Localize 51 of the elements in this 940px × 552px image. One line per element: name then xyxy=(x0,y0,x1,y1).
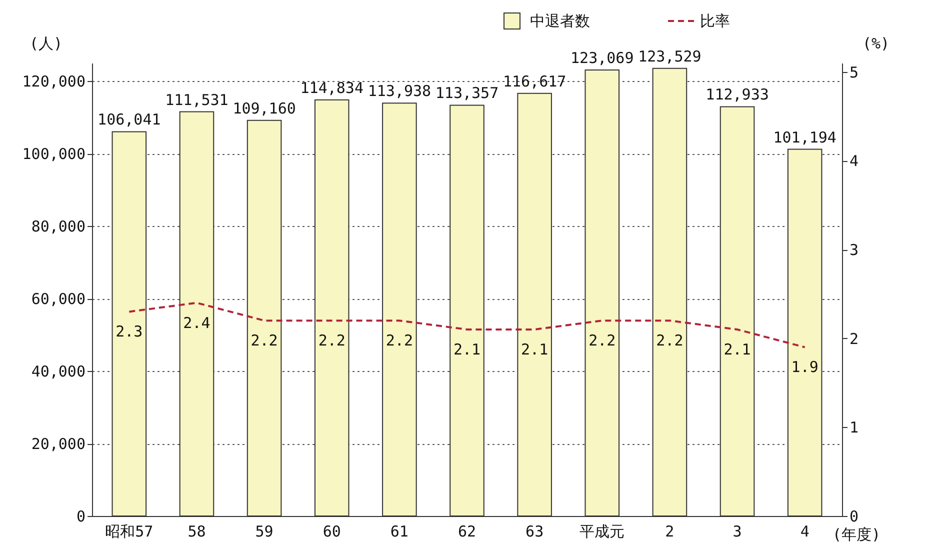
x-tick-label: 3 xyxy=(732,522,742,540)
y-tick-label: 60,000 xyxy=(31,290,86,308)
x-tick-label: 平成元 xyxy=(580,522,625,540)
y2-axis-title: (%) xyxy=(862,34,890,52)
data-label: 106,041 xyxy=(98,110,161,129)
y-tick-label: 0 xyxy=(76,508,86,526)
y2-tick-label: 1 xyxy=(850,418,859,437)
data-label: 113,938 xyxy=(368,82,432,100)
y-tick-label: 80,000 xyxy=(31,218,86,236)
data-label: 2.3 xyxy=(116,322,143,341)
x-tick-label: 62 xyxy=(458,522,476,540)
data-label: 2.4 xyxy=(183,314,210,332)
x-tick-label: 2 xyxy=(665,522,674,540)
y-tick-label: 120,000 xyxy=(22,72,86,91)
x-tick-label: 63 xyxy=(526,522,544,540)
data-label: 2.2 xyxy=(656,332,684,350)
data-label: 109,160 xyxy=(232,99,296,118)
y2-tick-label: 4 xyxy=(850,152,859,170)
data-label: 101,194 xyxy=(773,128,836,146)
legend-label: 中退者数 xyxy=(530,12,590,30)
data-label: 2.1 xyxy=(521,340,548,358)
y-tick-label: 40,000 xyxy=(31,362,86,381)
x-tick-label: 61 xyxy=(390,522,408,540)
x-tick-label: 59 xyxy=(255,522,274,540)
data-label: 111,531 xyxy=(165,90,228,109)
y2-tick-label: 5 xyxy=(850,63,859,82)
y-axis-title: (人) xyxy=(29,34,62,52)
x-tick-label: 4 xyxy=(800,522,810,540)
data-label: 112,933 xyxy=(706,86,769,104)
data-label: 2.2 xyxy=(386,332,413,350)
data-label: 123,069 xyxy=(570,49,634,67)
data-label: 123,529 xyxy=(638,47,702,66)
y-tick-label: 20,000 xyxy=(31,435,86,454)
x-tick-label: 58 xyxy=(188,522,206,540)
x-tick-label: 昭和57 xyxy=(105,522,154,540)
y2-tick-label: 2 xyxy=(850,330,859,348)
data-label: 116,617 xyxy=(502,72,566,90)
data-label: 114,834 xyxy=(300,78,364,97)
x-axis-title: (年度) xyxy=(832,526,881,544)
y2-tick-label: 0 xyxy=(850,508,859,526)
x-tick-label: 60 xyxy=(322,522,341,540)
data-label: 2.1 xyxy=(453,340,481,358)
data-label: 2.1 xyxy=(724,340,751,358)
y2-tick-label: 3 xyxy=(850,241,859,260)
data-label: 1.9 xyxy=(791,358,818,376)
data-label: 2.2 xyxy=(250,332,278,350)
data-label: 2.2 xyxy=(588,332,616,350)
data-label: 2.2 xyxy=(318,332,346,350)
y-tick-label: 100,000 xyxy=(22,145,86,164)
data-label: 113,357 xyxy=(435,84,499,102)
legend-label: 比率 xyxy=(700,12,730,30)
